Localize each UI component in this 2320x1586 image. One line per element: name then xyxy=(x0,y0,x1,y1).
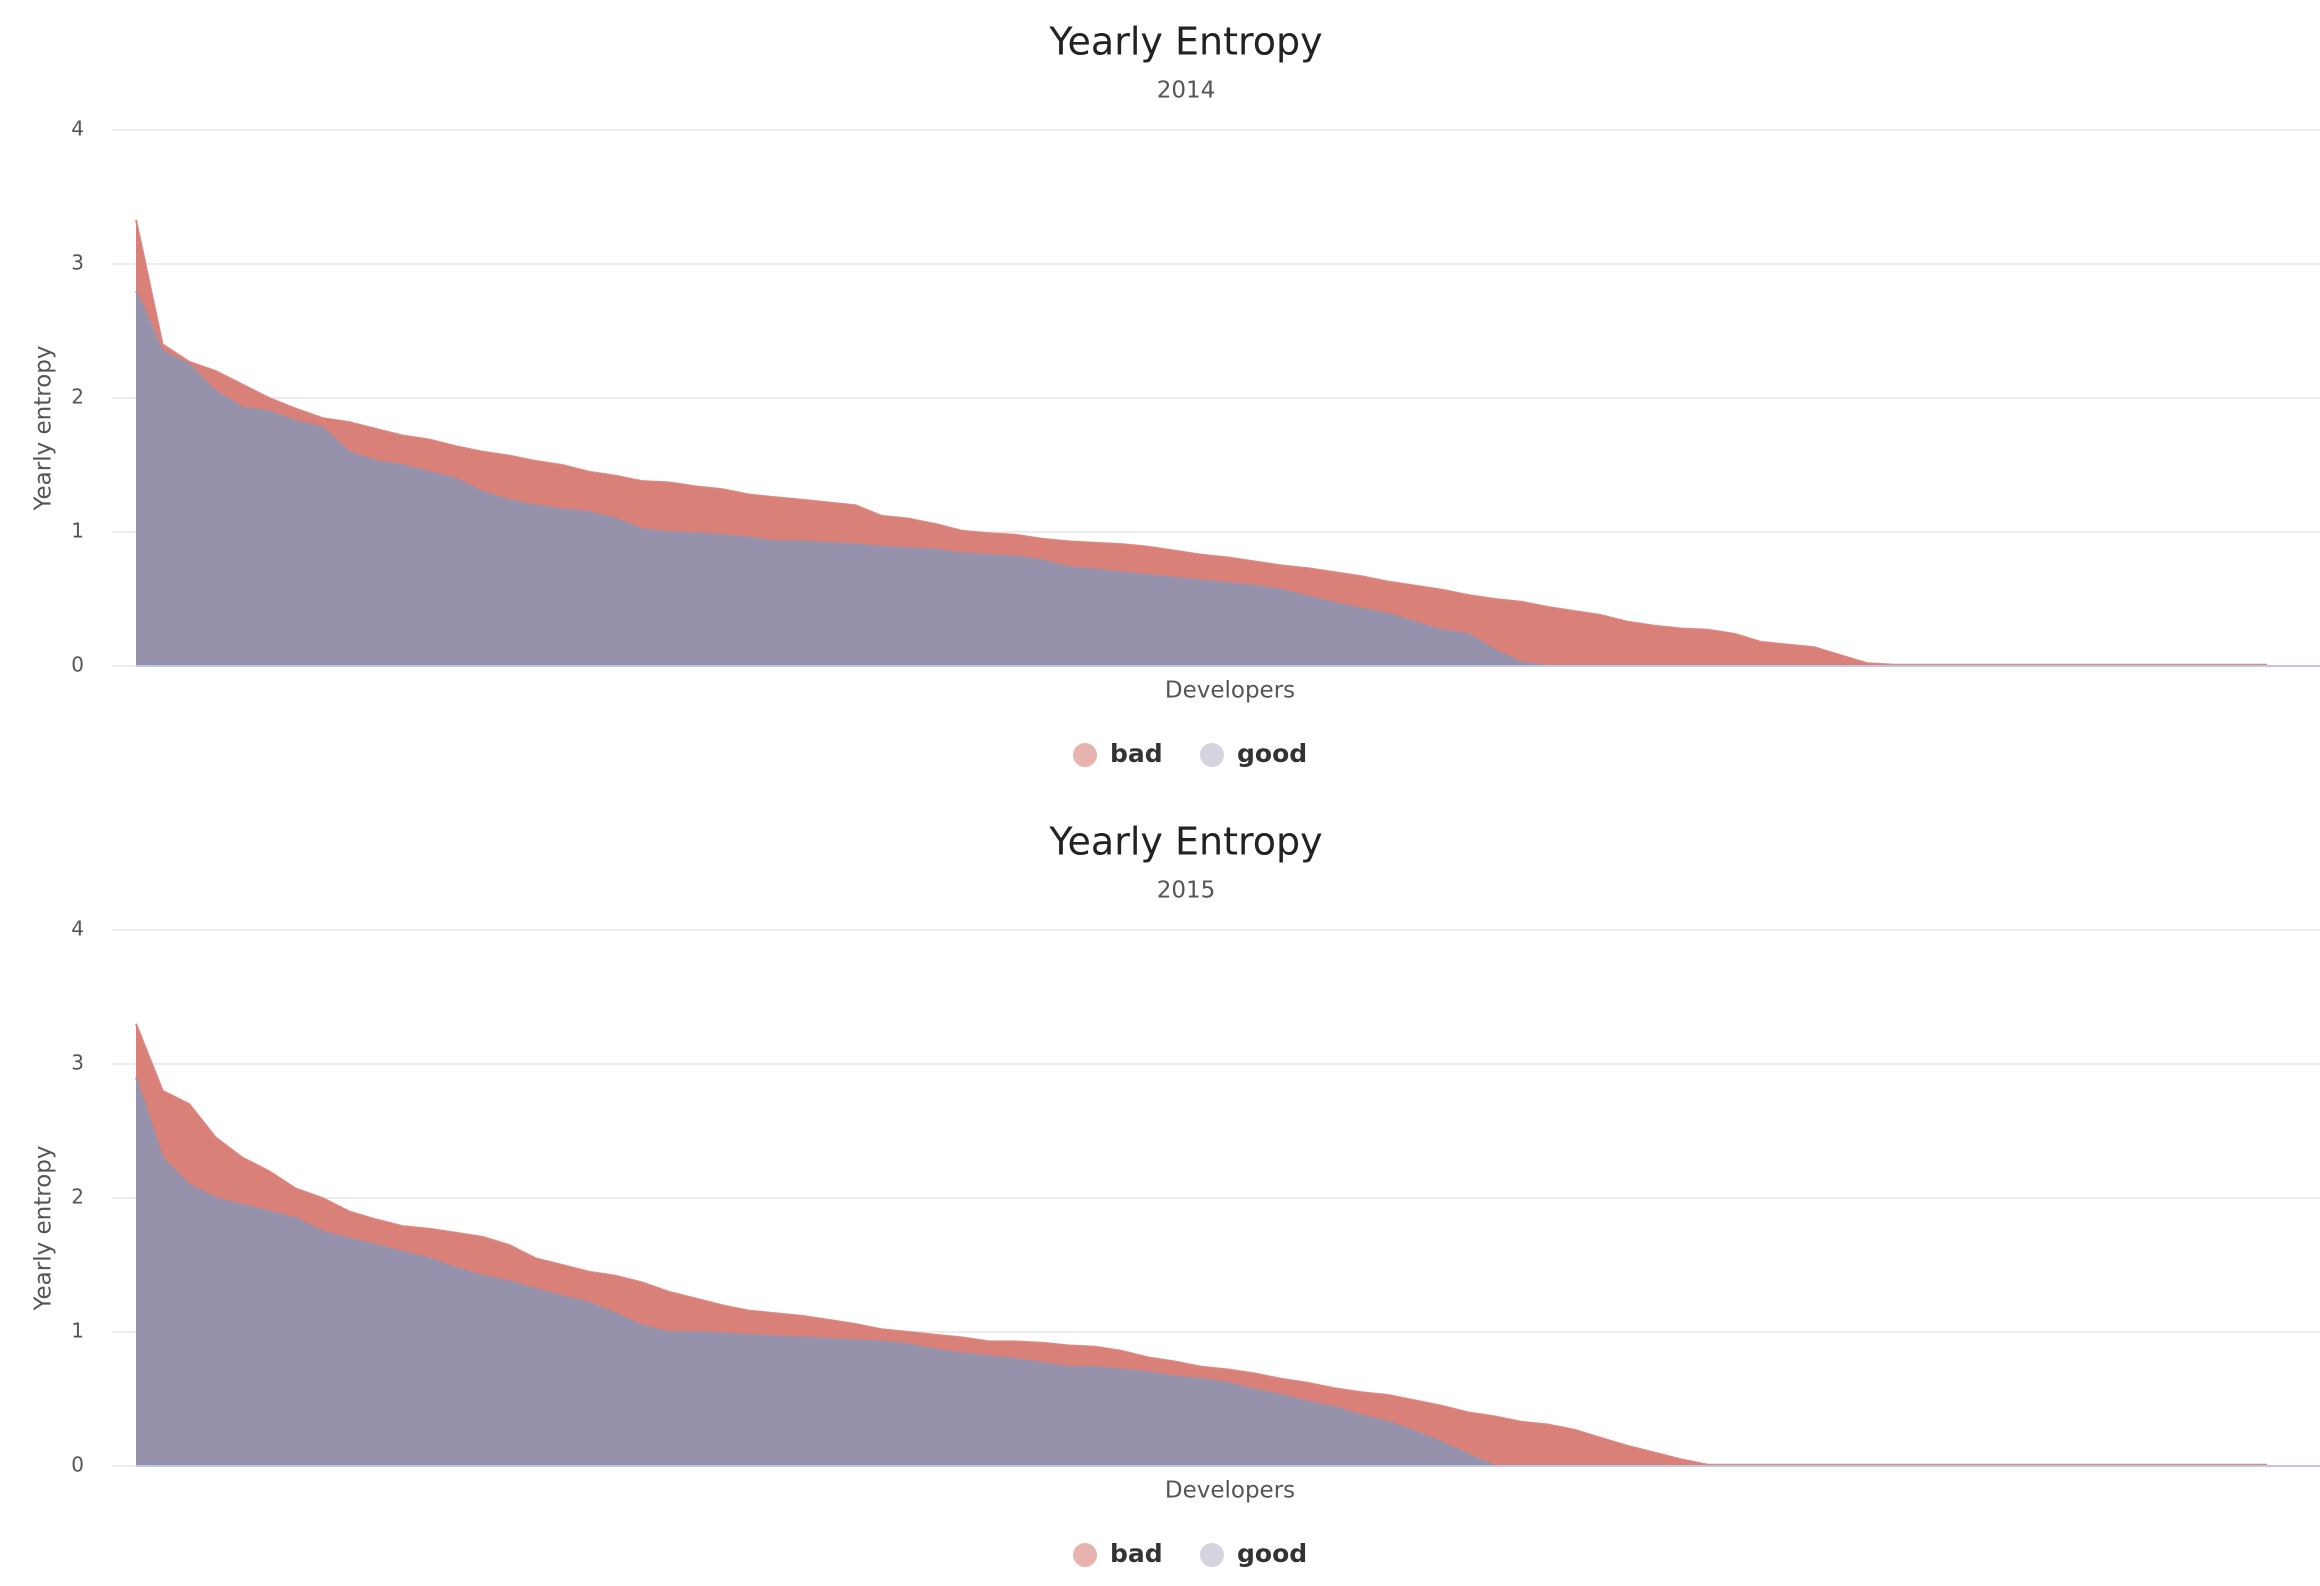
chart-subtitle: 2014 xyxy=(1157,78,1216,104)
area-line xyxy=(135,1023,2268,1466)
y-tick-label: 4 xyxy=(71,117,84,141)
y-tick-label: 4 xyxy=(71,917,84,941)
y-tick-label: 2 xyxy=(71,385,84,409)
chart-title: Yearly Entropy xyxy=(1048,820,1322,864)
y-tick-label: 1 xyxy=(71,1319,84,1343)
chart-subtitle: 2015 xyxy=(1157,878,1216,904)
chart: Yearly Entropy 2015 0 1 2 3 4 Yearly entropy Dev… xyxy=(31,820,2320,1568)
y-tick-label: 1 xyxy=(71,519,84,543)
y-axis-title: Yearly entropy xyxy=(31,346,57,512)
x-axis-title: Developers xyxy=(1165,1478,1295,1504)
legend-label: good xyxy=(1237,1539,1307,1568)
legend-symbol xyxy=(1200,1543,1224,1567)
legend-symbol xyxy=(1073,1543,1097,1567)
area xyxy=(136,290,2268,666)
chart-title: Yearly Entropy xyxy=(1048,20,1322,64)
y-tick-label: 2 xyxy=(71,1185,84,1209)
y-axis-title: Yearly entropy xyxy=(31,1146,57,1312)
chart: Yearly Entropy 2014 0 1 2 3 4 Yearly entropy Dev… xyxy=(31,20,2320,768)
legend-label: bad xyxy=(1110,739,1163,768)
legend-label: bad xyxy=(1110,1539,1163,1568)
area-line xyxy=(135,219,2268,666)
y-tick-label: 3 xyxy=(71,1051,84,1075)
area xyxy=(136,1077,2268,1466)
legend-symbol xyxy=(1073,743,1097,767)
legend-label: good xyxy=(1237,739,1307,768)
y-tick-label: 0 xyxy=(71,1453,84,1477)
legend-symbol xyxy=(1200,743,1224,767)
y-tick-label: 0 xyxy=(71,653,84,677)
x-axis-title: Developers xyxy=(1165,678,1295,704)
y-tick-label: 3 xyxy=(71,251,84,275)
